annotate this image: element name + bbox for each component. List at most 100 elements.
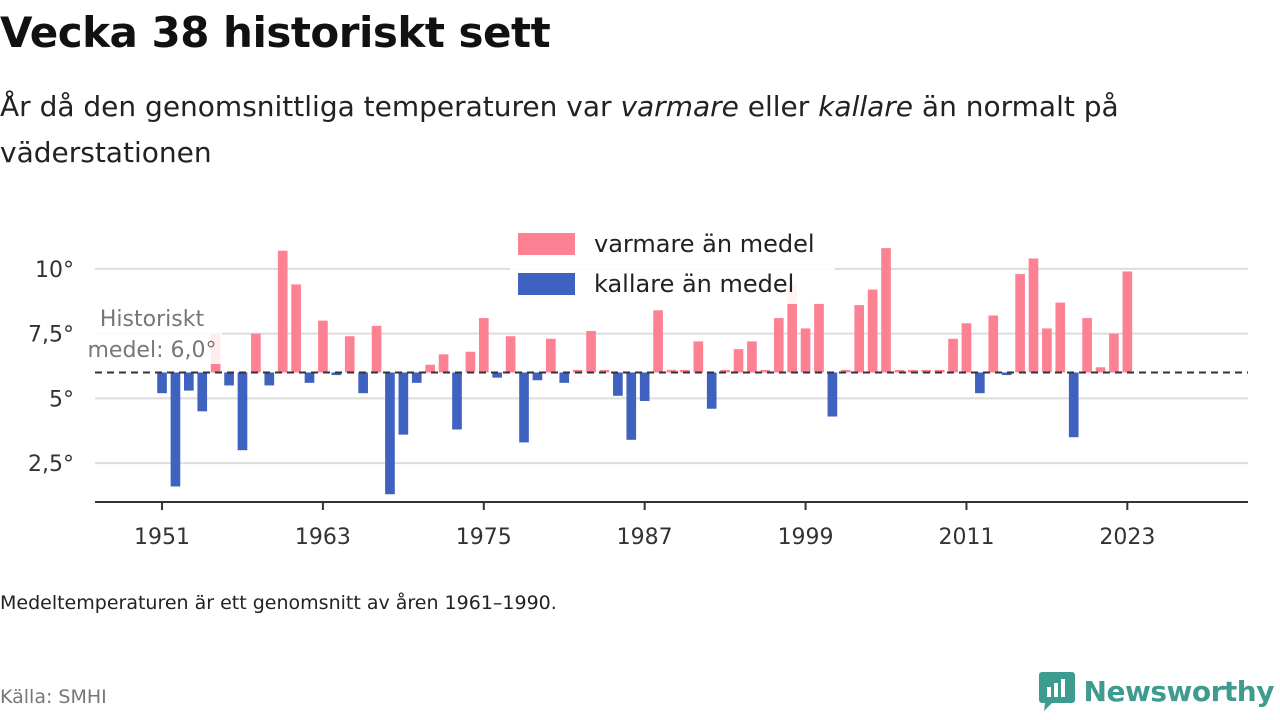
bar-cold (532, 372, 543, 381)
bar-cold (613, 372, 623, 396)
bar-cold (331, 372, 342, 376)
bar-warm (425, 364, 436, 373)
bar-warm (1095, 367, 1106, 373)
bar-cold (706, 372, 717, 409)
bar-cold (452, 372, 462, 430)
bar-cold (170, 372, 181, 487)
bar-cold (237, 372, 248, 451)
x-tick-label: 1999 (778, 525, 834, 550)
bar-cold (358, 372, 368, 394)
x-tick-label: 1951 (134, 525, 190, 550)
brand-name: Newsworthy (1083, 674, 1275, 708)
bar-warm (438, 354, 449, 373)
subtitle-warm-word: varmare (620, 90, 739, 123)
subtitle-cold-word: kallare (818, 90, 914, 123)
subtitle-part-3: än normalt på väderstationen (0, 90, 1119, 169)
bar-cold (224, 372, 234, 386)
bar-warm (586, 331, 596, 373)
baseline-label: Historiskt (100, 307, 205, 332)
bar-warm (773, 318, 784, 373)
bar-cold (975, 372, 985, 394)
bar-warm (1082, 318, 1092, 373)
bar-warm (344, 336, 355, 373)
x-tick-label: 1963 (295, 525, 351, 550)
y-tick-label: 2,5° (28, 452, 74, 477)
footnote: Medeltemperaturen är ett genomsnitt av å… (0, 592, 557, 614)
bar-cold (1068, 372, 1079, 438)
x-tick-label: 2011 (938, 525, 994, 550)
bar-cold (398, 372, 409, 435)
bar-cold (626, 372, 637, 440)
bar-warm (572, 369, 583, 373)
bar-cold (559, 372, 570, 383)
source-credit: Källa: SMHI (0, 686, 107, 708)
bar-cold (492, 372, 503, 378)
bar-warm (1028, 258, 1039, 373)
bar-cold (264, 372, 275, 386)
legend: varmare än medel kallare än medel (510, 226, 835, 304)
bar-warm (680, 369, 690, 373)
bar-cold (827, 372, 838, 417)
newsworthy-logo-icon (1038, 672, 1075, 711)
bar-cold (639, 372, 650, 401)
bar-warm (894, 369, 905, 373)
x-tick-label: 1975 (456, 525, 512, 550)
bar-warm (921, 369, 932, 373)
legend-label: varmare än medel (594, 230, 815, 258)
bar-warm (881, 248, 891, 373)
bar-cold (1001, 372, 1012, 376)
bar-warm (733, 349, 744, 373)
bar-warm (599, 369, 610, 373)
bar-warm (1055, 302, 1066, 373)
y-tick-label: 10° (35, 258, 74, 283)
bar-warm (505, 336, 516, 373)
bars (157, 248, 1133, 495)
subtitle-part-2: eller (738, 90, 819, 123)
bar-warm (1015, 274, 1025, 373)
bar-warm (693, 341, 704, 373)
baseline-label-background (80, 302, 222, 364)
bar-warm (478, 318, 489, 373)
bar-warm (371, 325, 382, 373)
bar-warm (747, 341, 757, 373)
bar-warm (988, 315, 999, 373)
bar-warm (546, 338, 556, 373)
bar-warm (291, 284, 301, 373)
legend-label: kallare än medel (594, 270, 794, 298)
bar-cold (411, 372, 422, 383)
bar-warm (800, 328, 811, 373)
bar-cold (519, 372, 529, 443)
bar-cold (304, 372, 315, 383)
bar-warm (277, 250, 288, 373)
bar-warm (1109, 333, 1119, 373)
brand-logo: Newsworthy (1038, 670, 1275, 712)
reference-layer: Historiskt medel: 6,0° (80, 302, 1248, 374)
bar-cold (184, 372, 194, 391)
bar-warm (934, 369, 945, 373)
temperature-bar-chart: Historiskt medel: 6,0° 1951 1963 1975 1987 19… (28, 226, 1248, 550)
y-tick-label: 7,5° (28, 323, 74, 348)
legend-swatch-warm (518, 233, 575, 255)
bar-warm (854, 305, 865, 373)
bar-cold (197, 372, 208, 412)
subtitle-part-1: År då den genomsnittliga temperaturen va… (0, 90, 621, 123)
bar-warm (787, 284, 797, 373)
bar-warm (907, 369, 918, 373)
bar-warm (1122, 271, 1133, 373)
bar-warm (948, 338, 958, 373)
legend-swatch-cold (518, 273, 575, 295)
bar-warm (1042, 328, 1052, 373)
y-axis-labels: 2,5° 5° 7,5° 10° (28, 258, 74, 477)
bar-warm (814, 302, 824, 373)
bar-warm (867, 289, 878, 373)
baseline-label: medel: 6,0° (88, 338, 217, 363)
x-tick-label: 2023 (1099, 525, 1155, 550)
y-tick-label: 5° (49, 387, 74, 412)
bar-warm (961, 323, 972, 373)
bar-warm (666, 369, 677, 373)
bar-warm (760, 369, 771, 373)
x-tick-label: 1987 (617, 525, 673, 550)
bar-warm (465, 351, 476, 373)
bar-cold (157, 372, 167, 394)
bar-warm (251, 333, 261, 373)
